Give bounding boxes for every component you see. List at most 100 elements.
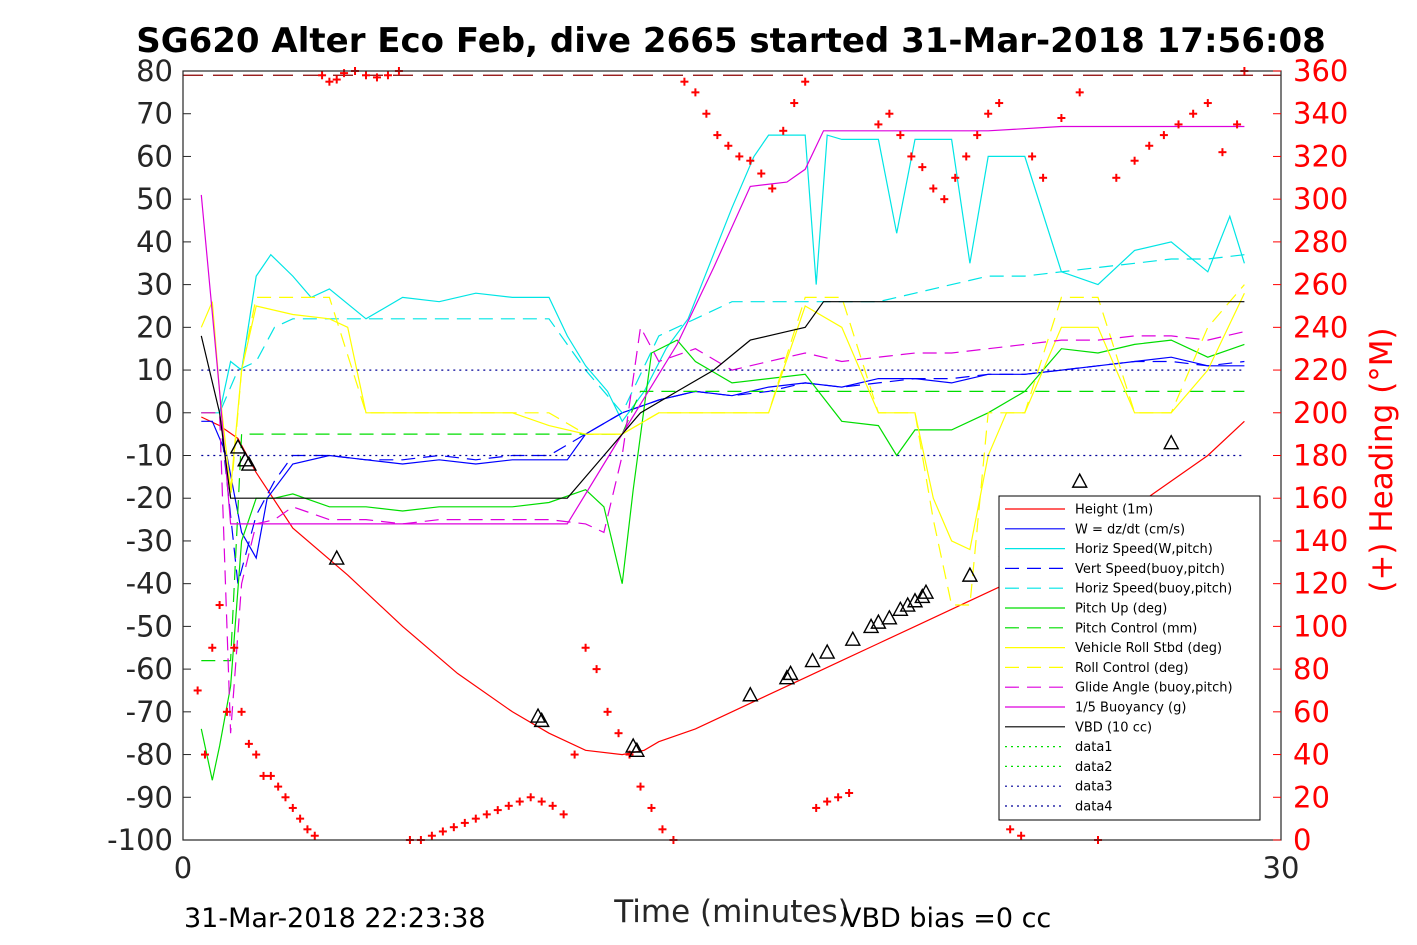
heading-point <box>1057 113 1066 122</box>
heading-point <box>208 643 217 652</box>
y-axis-left: 80 70 60 50 40 30 20 10 0 -10 -20 -30 -40 -50 -60 -70 -8… <box>107 54 191 857</box>
heading-point <box>1218 148 1227 157</box>
heading-point <box>603 707 612 716</box>
heading-point <box>266 771 275 780</box>
legend-label: Pitch Control (mm) <box>1075 621 1197 636</box>
y-right-tick-label: 240 <box>1293 310 1348 344</box>
triangle-marker <box>742 686 759 702</box>
triangle-marker <box>782 664 799 681</box>
heading-point <box>383 71 392 80</box>
triangle-marker <box>229 438 247 454</box>
heading-point <box>200 750 209 759</box>
legend-label: 1/5 Buoyancy (g) <box>1075 701 1186 716</box>
legend-entry: Pitch Up (deg) <box>1005 602 1167 617</box>
triangle-marker <box>328 549 345 565</box>
y-right-tick-label: 340 <box>1293 97 1348 131</box>
y-tick-label: 20 <box>136 310 173 344</box>
heading-point <box>244 739 253 748</box>
y-tick-label: 50 <box>136 182 173 216</box>
heading-point <box>885 109 894 118</box>
y-tick-label: -50 <box>126 609 173 643</box>
heading-point <box>691 88 700 97</box>
heading-point <box>303 825 312 834</box>
heading-point <box>735 152 744 161</box>
heading-point <box>332 75 341 84</box>
heading-point <box>362 71 370 80</box>
heading-point <box>259 771 268 780</box>
heading-point <box>296 814 305 823</box>
y-right-tick-label: 280 <box>1293 225 1348 259</box>
legend-label: VBD (10 cc) <box>1075 720 1152 735</box>
y-right-tick-label: 80 <box>1293 652 1330 686</box>
y-right-tick-label: 320 <box>1293 139 1348 173</box>
legend-entry: Height (1m) <box>1005 503 1153 518</box>
legend-entry: Horiz Speed(buoy,pitch) <box>1005 582 1232 597</box>
heading-point <box>438 827 447 836</box>
series-line-4 <box>201 254 1245 414</box>
footer-vbd-bias: VBD bias =0 cc <box>843 903 1051 934</box>
heading-point <box>1006 825 1015 834</box>
heading-point <box>845 789 854 798</box>
triangle-marker <box>914 588 931 604</box>
heading-point <box>274 782 283 791</box>
heading-point <box>746 156 755 165</box>
heading-point <box>1039 173 1048 182</box>
heading-point <box>318 71 327 80</box>
heading-point <box>984 109 993 118</box>
legend-label: Glide Angle (buoy,pitch) <box>1075 681 1233 696</box>
x-tick-label: 30 <box>1263 851 1300 885</box>
y-right-tick-label: 360 <box>1293 54 1348 88</box>
heading-point <box>1233 120 1242 129</box>
legend-entry: Roll Control (deg) <box>1005 661 1189 676</box>
heading-point <box>449 823 458 832</box>
x-axis-label: Time (minutes) <box>613 894 849 930</box>
triangle-marker <box>862 617 880 634</box>
legend-entry: data1 <box>1005 740 1113 755</box>
legend-entry: Horiz Speed(W,pitch) <box>1005 542 1213 557</box>
y-tick-label: 70 <box>136 97 173 131</box>
heading-point <box>918 163 927 172</box>
heading-point <box>1028 152 1037 161</box>
triangle-marker <box>870 613 887 629</box>
heading-point <box>559 810 568 819</box>
heading-point <box>230 643 239 652</box>
heading-point <box>1145 141 1154 150</box>
triangle-marker <box>961 566 979 582</box>
series-line-8 <box>201 284 1245 606</box>
heading-point <box>768 184 777 193</box>
legend-entry: data3 <box>1005 780 1113 795</box>
heading-point <box>801 77 810 86</box>
triangle-marker <box>778 669 796 685</box>
series-line-9 <box>201 325 1245 734</box>
y-right-tick-label: 140 <box>1293 524 1348 558</box>
y-tick-label: -60 <box>126 652 173 686</box>
legend-entry: Vehicle Roll Stbd (deg) <box>1005 641 1222 656</box>
heading-point <box>281 793 290 802</box>
y-tick-label: 80 <box>136 54 173 88</box>
x-axis: 0 30 <box>174 832 1300 885</box>
triangle-marker <box>529 707 547 723</box>
triangle-marker <box>917 583 935 599</box>
triangle-marker <box>625 737 642 753</box>
heading-point <box>636 782 645 791</box>
heading-point <box>929 184 938 193</box>
heading-point <box>1174 120 1183 129</box>
heading-point <box>526 793 535 802</box>
heading-point <box>896 131 905 140</box>
legend: Height (1m) W = dz/dt (cm/s) Horiz Speed(W… <box>998 495 1261 821</box>
legend-entry: Vert Speed(buoy,pitch) <box>1005 562 1225 577</box>
y-tick-label: 60 <box>136 139 173 173</box>
y-right-tick-label: 120 <box>1293 567 1348 601</box>
heading-point <box>658 825 667 834</box>
triangle-marker <box>881 609 898 625</box>
triangle-marker <box>1071 472 1088 488</box>
heading-point <box>724 141 733 150</box>
heading-point <box>515 797 524 806</box>
heading-point <box>427 831 436 840</box>
y-tick-label: 0 <box>155 396 173 430</box>
legend-entry: data4 <box>1005 800 1113 815</box>
heading-point <box>372 73 381 82</box>
heading-point <box>647 803 656 812</box>
footer-timestamp: 31-Mar-2018 22:23:38 <box>184 903 486 934</box>
